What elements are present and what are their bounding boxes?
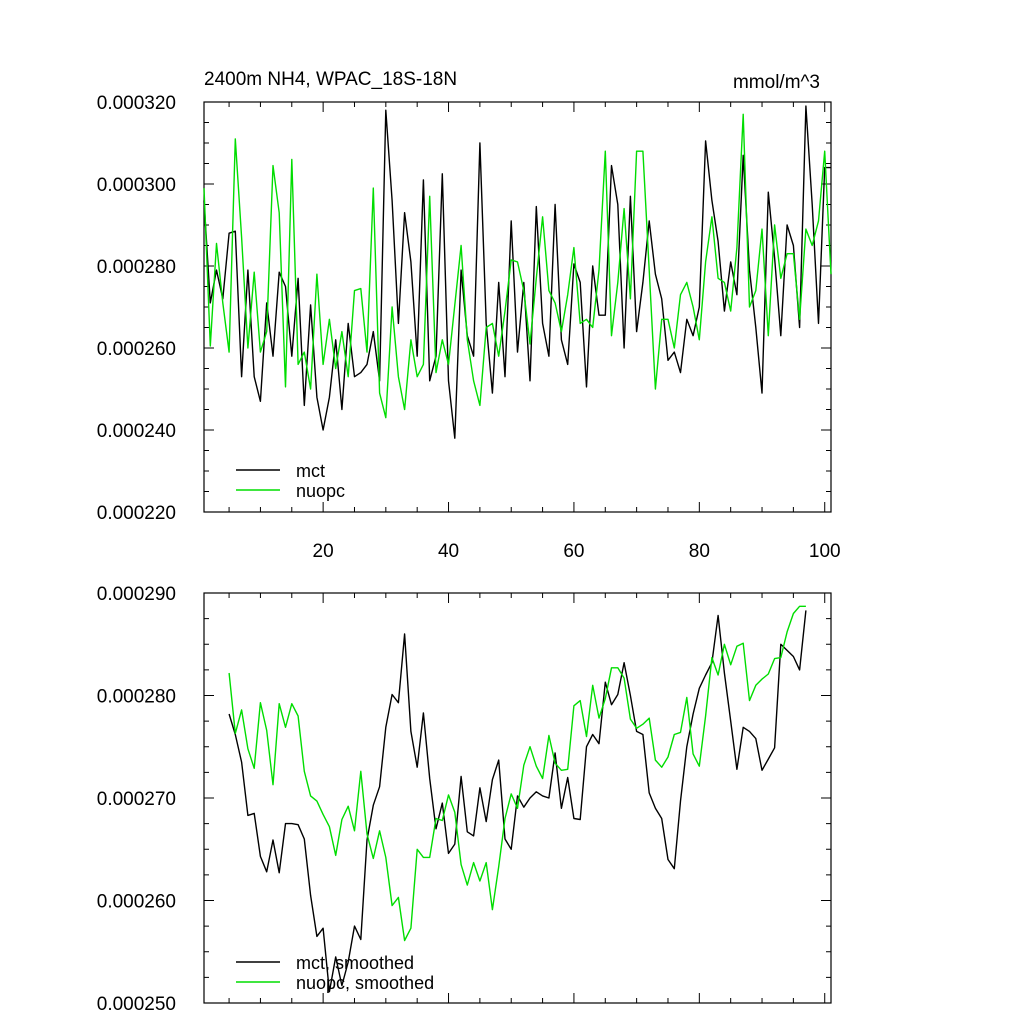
y-tick-label: 0.000290 [97,584,176,605]
tick-marks [204,592,831,1004]
y-tick-label: 0.000250 [97,994,176,1015]
legend: mct, smoothed nuopc, smoothed [236,953,434,993]
y-tick-label: 0.000220 [97,503,176,524]
x-tick-labels: 20 40 60 80 100 [313,541,841,562]
y-tick-labels: 0.000250 0.000260 0.000270 0.000280 0.000290 [97,584,176,1015]
legend-label-nuopc-smoothed: nuopc, smoothed [296,973,434,993]
legend-label-nuopc: nuopc [296,481,345,501]
chart-title: 2400m NH4, WPAC_18S-18N [204,69,457,90]
legend-label-mct: mct [296,461,325,481]
plot-frame [203,101,832,513]
series-lines [228,605,807,993]
y-tick-label: 0.000260 [97,339,176,360]
x-tick-label: 40 [438,541,459,562]
y-tick-label: 0.000280 [97,257,176,278]
y-tick-label: 0.000280 [97,687,176,708]
series-line-nuopc [203,113,832,419]
y-tick-label: 0.000320 [97,93,176,114]
x-tick-label: 20 [313,541,334,562]
y-tick-labels: 0.000220 0.000240 0.000260 0.000280 0.000300… [97,93,176,524]
y-tick-label: 0.000260 [97,892,176,913]
y-tick-label: 0.000240 [97,421,176,442]
x-tick-label: 80 [689,541,710,562]
y-tick-label: 0.000300 [97,175,176,196]
x-tick-label: 100 [809,541,841,562]
series-line-nuopc-smoothed [228,605,806,942]
units-label: mmol/m^3 [733,72,820,93]
legend-label-mct-smoothed: mct, smoothed [296,953,414,973]
x-tick-label: 60 [563,541,584,562]
tick-marks [204,101,831,513]
series-line-mct-smoothed [228,610,807,993]
top-panel: 2400m NH4, WPAC_18S-18N mmol/m^3 0.00022… [97,69,841,562]
y-tick-label: 0.000270 [97,789,176,810]
series-lines [203,105,832,439]
bottom-panel: 0.000250 0.000260 0.000270 0.000280 0.000290… [97,584,832,1015]
series-line-mct [203,105,831,439]
legend: mct nuopc [236,461,345,501]
